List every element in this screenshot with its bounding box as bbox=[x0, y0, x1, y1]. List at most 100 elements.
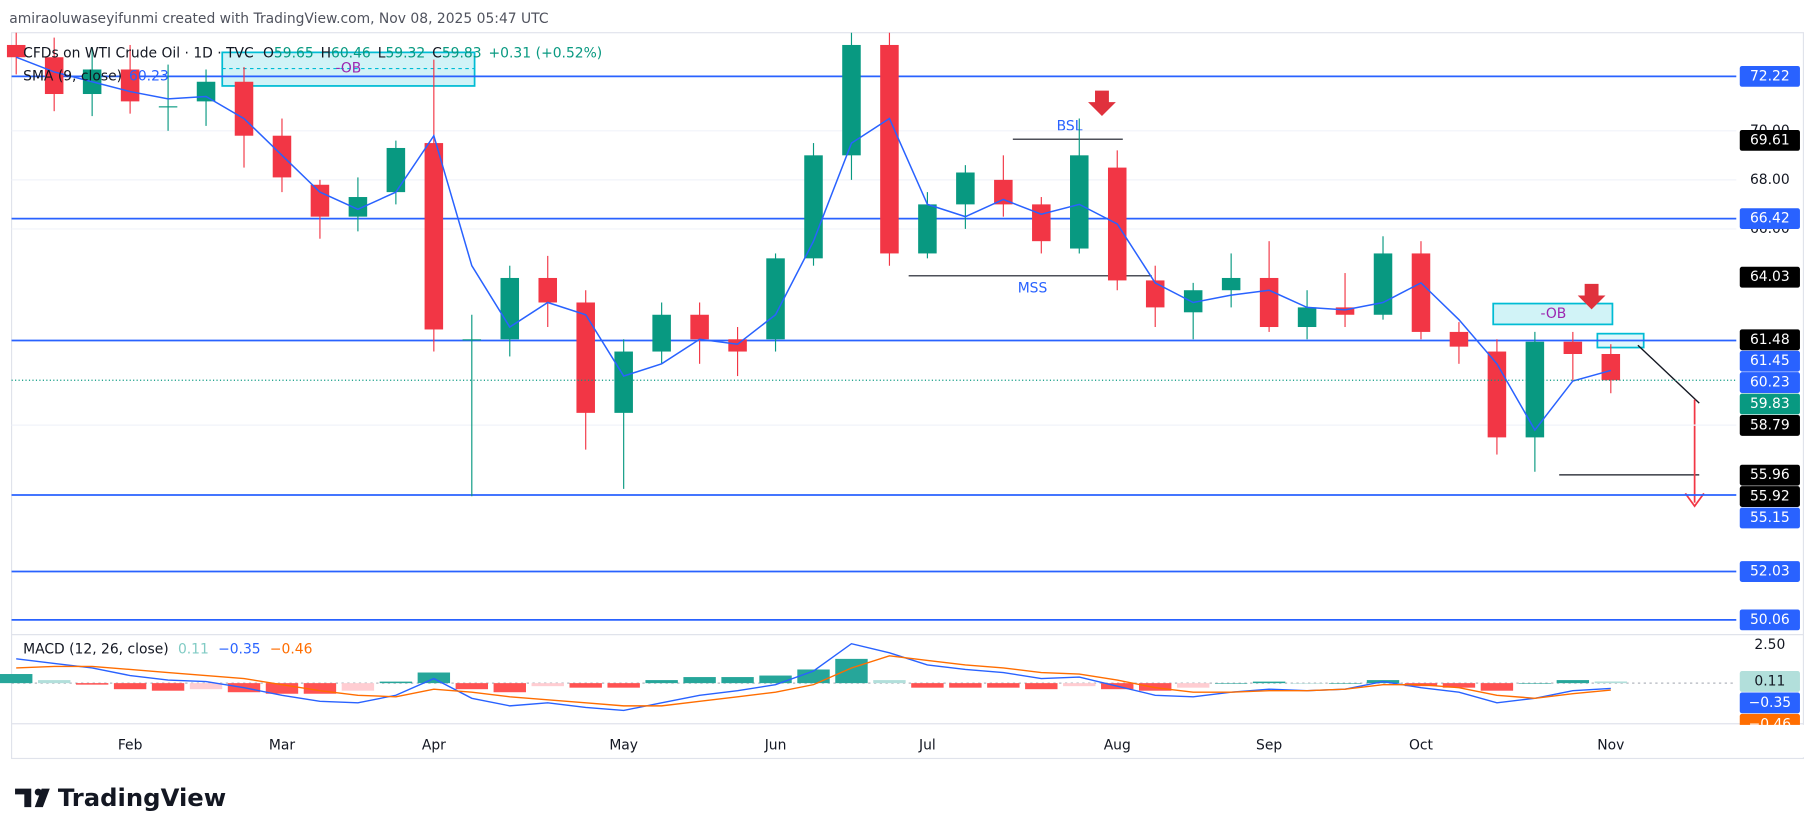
candle-body bbox=[348, 197, 368, 217]
macd-histogram-bar bbox=[1176, 683, 1210, 688]
sma-name: SMA (9, close) bbox=[23, 69, 122, 85]
order-block-label: -OB bbox=[1540, 306, 1566, 322]
price-label-bg bbox=[1739, 329, 1800, 351]
candle-body bbox=[538, 277, 558, 303]
macd-histogram-bar bbox=[113, 683, 147, 690]
candle-body bbox=[1183, 290, 1203, 313]
candle-body bbox=[44, 57, 64, 95]
down-arrow bbox=[1577, 283, 1606, 310]
trend-line bbox=[1637, 344, 1700, 404]
macd-histogram-bar bbox=[379, 681, 413, 684]
macd-histogram-bar bbox=[37, 680, 71, 684]
macd-histogram-bar bbox=[569, 683, 602, 688]
x-tick-label: Mar bbox=[269, 738, 295, 754]
candle-body bbox=[1449, 331, 1469, 347]
credit: amiraoluwaseyifunmi created with Trading… bbox=[9, 11, 548, 27]
legend-change-pct: (+0.52%) bbox=[536, 46, 603, 62]
legend-ohlc-key: C bbox=[432, 46, 442, 62]
price-label: 50.06 bbox=[1750, 612, 1790, 628]
price-label: 60.23 bbox=[1750, 375, 1790, 391]
price-label: 52.03 bbox=[1750, 564, 1790, 580]
macd-histogram-bar bbox=[987, 683, 1020, 688]
macd-histogram-bar bbox=[455, 683, 489, 690]
legend-ohlc-key: H bbox=[321, 46, 331, 62]
legend-ohlc-value: 60.46 bbox=[331, 46, 371, 62]
price-label-bg bbox=[1739, 415, 1800, 436]
macd-histogram-bar bbox=[873, 680, 906, 684]
legend-ohlc-value: 59.65 bbox=[274, 46, 314, 62]
target-arrow-head bbox=[1684, 492, 1705, 508]
price-label-bg bbox=[1739, 507, 1800, 529]
logo-text: TradingView bbox=[58, 783, 226, 812]
macd-histogram-bar bbox=[1252, 681, 1286, 684]
price-label: 61.45 bbox=[1750, 353, 1790, 369]
legend-change: +0.31 bbox=[489, 46, 532, 62]
candle-body bbox=[310, 184, 330, 217]
macd-histogram-bar bbox=[341, 683, 375, 691]
down-arrow bbox=[1088, 90, 1116, 117]
price-label: 69.61 bbox=[1750, 132, 1790, 148]
macd-histogram-bar bbox=[1139, 683, 1172, 691]
macd-histogram-bar bbox=[1025, 683, 1058, 690]
macd-histogram-bar bbox=[1214, 683, 1248, 684]
price-label-bg bbox=[1739, 486, 1800, 507]
price-label-bg bbox=[1739, 692, 1800, 714]
macd-histogram-bar bbox=[645, 680, 678, 684]
candle-body bbox=[500, 277, 520, 340]
macd-tick-label: 2.50 bbox=[1754, 637, 1785, 653]
candle-body bbox=[1297, 307, 1317, 328]
macd-histogram-bar bbox=[1556, 680, 1590, 684]
macd-histogram-bar bbox=[151, 683, 185, 691]
macd-histogram-bar bbox=[607, 683, 640, 688]
price-label-bg bbox=[1739, 671, 1800, 692]
x-tick-label: Oct bbox=[1409, 738, 1434, 754]
x-tick-label: Jul bbox=[918, 738, 936, 754]
price-label-bg bbox=[1739, 561, 1800, 582]
candle-body bbox=[1070, 155, 1089, 249]
candle-body bbox=[1221, 277, 1241, 291]
candle-body bbox=[1563, 341, 1583, 354]
candle-body bbox=[804, 155, 823, 259]
candle-body bbox=[956, 172, 975, 205]
price-label-bg bbox=[1739, 266, 1800, 288]
price-label: 59.83 bbox=[1750, 396, 1790, 412]
x-tick-label: Apr bbox=[422, 738, 446, 754]
candle-body bbox=[1373, 253, 1393, 315]
candle-body bbox=[462, 339, 482, 341]
macd-histogram-bar bbox=[189, 683, 223, 690]
logo-icon bbox=[15, 788, 50, 808]
candle-body bbox=[1335, 307, 1355, 315]
candle-body bbox=[1411, 253, 1431, 332]
macd-histogram-bar bbox=[759, 675, 792, 684]
macd-histogram-bar bbox=[0, 674, 33, 684]
legend: CFDs on WTI Crude Oil · 1D · TVC O59.65 H6… bbox=[23, 46, 602, 62]
candle-body bbox=[1259, 277, 1279, 328]
candle-body bbox=[652, 314, 671, 352]
pane-bottom-mask bbox=[1736, 724, 1806, 758]
macd-legend-value: −0.35 bbox=[218, 642, 261, 658]
x-tick-label: Sep bbox=[1256, 738, 1282, 754]
macd-histogram-bar bbox=[1328, 683, 1362, 684]
macd-histogram-bar bbox=[683, 677, 716, 684]
candle-body bbox=[1525, 341, 1545, 438]
price-label-bg bbox=[1739, 609, 1800, 631]
candle-body bbox=[386, 147, 406, 193]
macd-histogram-bar bbox=[493, 683, 526, 693]
macd-histogram-bar bbox=[911, 683, 944, 688]
candle-body bbox=[728, 339, 747, 352]
price-label-bg bbox=[1739, 129, 1800, 151]
candle-body bbox=[120, 69, 140, 102]
sma-line bbox=[15, 56, 1612, 432]
x-tick-label: Feb bbox=[118, 738, 143, 754]
logo-icon-dot bbox=[34, 788, 42, 796]
candle-body bbox=[1601, 353, 1621, 381]
price-label: 61.48 bbox=[1750, 332, 1790, 348]
x-tick-label: Nov bbox=[1597, 738, 1624, 754]
macd-histogram-bar bbox=[1063, 683, 1096, 687]
macd-histogram-bar bbox=[1290, 683, 1324, 684]
macd-histogram-bar bbox=[1442, 683, 1476, 688]
legend-ohlc-value: 59.32 bbox=[385, 46, 425, 62]
macd-histogram-bar bbox=[531, 683, 564, 687]
